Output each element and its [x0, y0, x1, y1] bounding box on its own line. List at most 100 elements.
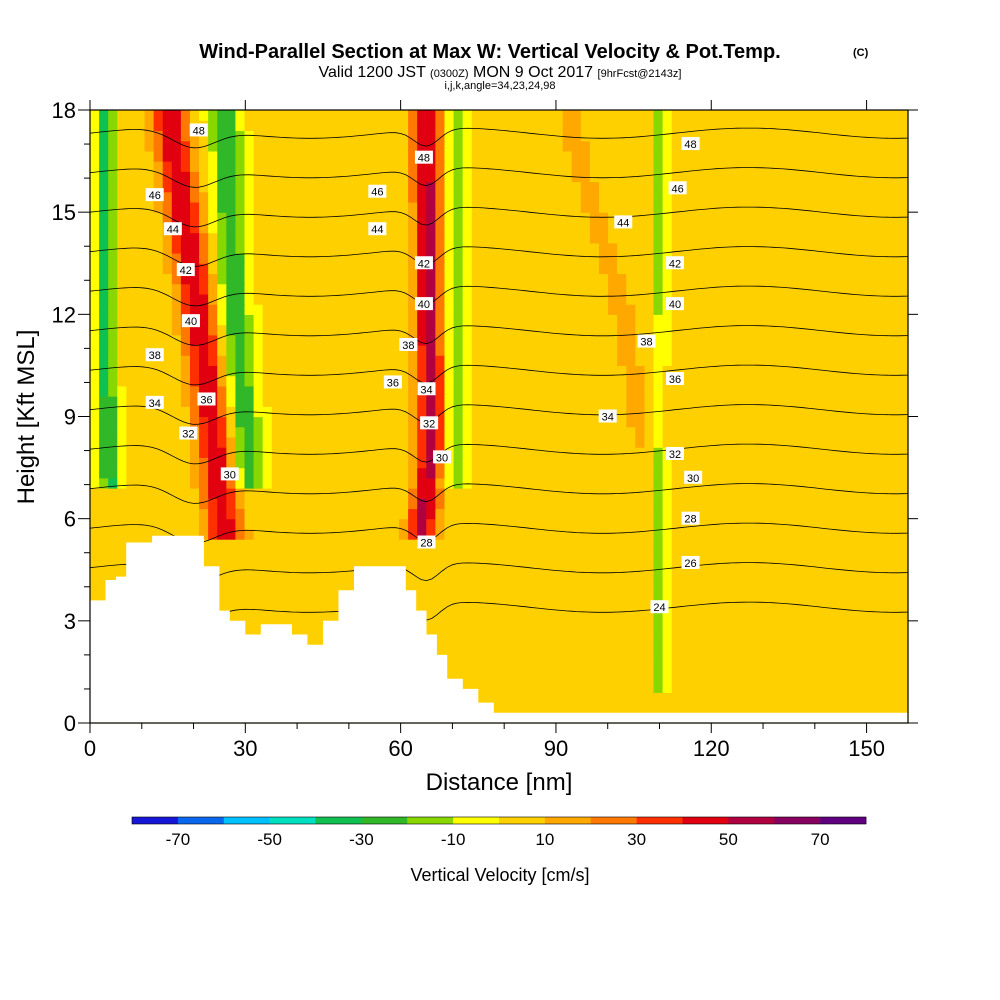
velocity-cell [180, 355, 191, 367]
velocity-cell [462, 416, 473, 428]
velocity-cell [844, 222, 855, 234]
velocity-cell [280, 293, 291, 305]
velocity-cell [689, 620, 700, 632]
velocity-cell [480, 242, 491, 254]
velocity-cell [289, 232, 300, 244]
velocity-cell [771, 191, 782, 203]
velocity-cell [689, 416, 700, 428]
velocity-cell [180, 201, 191, 213]
velocity-cell [662, 671, 673, 683]
velocity-cell [444, 671, 455, 683]
velocity-cell [253, 181, 264, 193]
velocity-cell [853, 426, 864, 438]
velocity-cell [262, 355, 273, 367]
velocity-cell [353, 344, 364, 356]
velocity-cell [644, 620, 655, 632]
velocity-cell [108, 293, 118, 305]
velocity-cell [335, 447, 346, 458]
velocity-cell [626, 375, 636, 387]
velocity-cell [853, 508, 864, 520]
velocity-cell [217, 406, 227, 418]
velocity-cell [526, 181, 536, 193]
velocity-cell [299, 375, 309, 387]
velocity-cell [526, 304, 536, 315]
velocity-cell [617, 406, 627, 418]
velocity-cell [517, 631, 527, 642]
velocity-cell [90, 171, 100, 183]
velocity-cell [271, 212, 282, 223]
velocity-cell [144, 324, 155, 336]
velocity-cell [162, 528, 173, 540]
velocity-cell [462, 641, 473, 653]
velocity-cell [135, 498, 146, 510]
velocity-cell [771, 488, 782, 499]
velocity-cell [862, 283, 873, 295]
velocity-cell [626, 385, 636, 397]
velocity-cell [544, 283, 555, 295]
velocity-cell [608, 590, 618, 601]
velocity-cell [853, 528, 864, 540]
velocity-cell [871, 549, 882, 561]
velocity-cell [280, 447, 291, 458]
velocity-cell [608, 692, 618, 704]
velocity-cell [617, 498, 627, 510]
velocity-cell [898, 579, 909, 591]
velocity-cell [708, 528, 718, 540]
velocity-cell [480, 651, 491, 663]
velocity-cell [698, 201, 709, 213]
velocity-cell [553, 161, 564, 172]
velocity-cell [698, 426, 709, 438]
velocity-cell [744, 498, 755, 510]
velocity-cell [735, 242, 745, 254]
velocity-cell [744, 181, 755, 193]
velocity-cell [489, 488, 500, 499]
velocity-cell [326, 539, 336, 550]
velocity-cell [808, 181, 818, 193]
velocity-cell [271, 161, 282, 172]
velocity-cell [762, 641, 773, 653]
velocity-cell [362, 201, 373, 213]
velocity-cell [808, 651, 818, 663]
velocity-cell [844, 334, 855, 346]
velocity-cell [444, 385, 455, 397]
velocity-cell [108, 416, 118, 428]
velocity-cell [771, 406, 782, 418]
velocity-cell [608, 212, 618, 223]
velocity-cell [644, 344, 655, 356]
velocity-cell [562, 273, 573, 285]
velocity-cell [562, 488, 573, 499]
velocity-cell [362, 416, 373, 428]
velocity-cell [708, 406, 718, 418]
velocity-cell [526, 579, 536, 591]
velocity-cell [562, 539, 573, 550]
velocity-cell [771, 222, 782, 234]
velocity-cell [871, 232, 882, 244]
velocity-cell [508, 610, 518, 622]
velocity-cell [389, 498, 400, 510]
velocity-cell [90, 549, 100, 561]
velocity-cell [535, 385, 546, 397]
velocity-cell [808, 253, 818, 264]
velocity-cell [753, 477, 764, 489]
velocity-cell [90, 406, 100, 418]
velocity-cell [589, 293, 600, 305]
velocity-cell [571, 579, 582, 591]
velocity-cell [771, 477, 782, 489]
velocity-cell [462, 171, 473, 183]
velocity-cell [762, 549, 773, 561]
velocity-cell [326, 528, 336, 540]
velocity-cell [553, 651, 564, 663]
velocity-cell [162, 263, 173, 275]
velocity-cell [253, 344, 264, 356]
velocity-cell [144, 232, 155, 244]
velocity-cell [344, 426, 355, 438]
velocity-cell [517, 559, 527, 571]
velocity-cell [280, 610, 291, 622]
velocity-cell [526, 191, 536, 203]
velocity-cell [308, 334, 318, 346]
velocity-cell [617, 539, 627, 550]
velocity-cell [471, 314, 482, 326]
velocity-cell [326, 426, 336, 438]
velocity-cell [317, 242, 327, 254]
velocity-cell [780, 253, 791, 264]
